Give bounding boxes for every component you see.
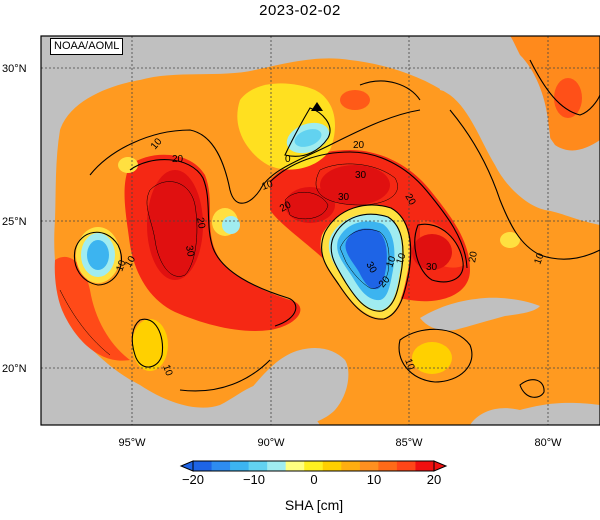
colorbar-tick: −20 xyxy=(182,472,204,487)
colorbar-swatch xyxy=(378,461,398,471)
contour-label: 10 xyxy=(532,251,546,266)
map-frame xyxy=(40,35,600,426)
yucatan-land xyxy=(240,348,349,425)
contour-label: 10 xyxy=(160,363,174,378)
colorbar-tick: 10 xyxy=(367,472,381,487)
contour-label: 30 xyxy=(363,260,378,276)
colorbar-swatch xyxy=(415,461,435,471)
contour-label: 10 xyxy=(123,254,138,270)
colorbar xyxy=(179,460,448,472)
contour-label-group: 10 20 0 10 10 20 30 20 30 20 10 30 10 20… xyxy=(114,136,546,378)
lon-label: 80°W xyxy=(534,437,562,449)
colorbar-tick: −10 xyxy=(243,472,265,487)
contour-label: 10 xyxy=(114,258,128,273)
colorbar-max-arrow xyxy=(433,460,448,472)
contour-lines xyxy=(73,59,600,398)
colorbar-swatch xyxy=(211,461,231,471)
contour-label: 30 xyxy=(355,170,367,181)
station-marker xyxy=(311,102,323,111)
colorbar-title: SHA [cm] xyxy=(285,497,343,513)
colorbar-swatch xyxy=(322,461,342,471)
lon-label: 90°W xyxy=(257,437,285,449)
colorbar-tick: 20 xyxy=(427,472,441,487)
lat-label: 25°N xyxy=(2,216,27,228)
colorbar-tick: 0 xyxy=(310,472,317,487)
colorbar-frame xyxy=(192,460,435,472)
contour-label: 10 xyxy=(394,251,408,266)
credit-label: NOAA/AOML xyxy=(50,38,124,55)
contour-label: 30 xyxy=(426,262,438,273)
colorbar-swatch xyxy=(248,461,268,471)
contour-label: 20 xyxy=(194,217,207,230)
contour-label: 0 xyxy=(285,154,291,165)
contour-label: 30 xyxy=(338,192,350,203)
contour-label: 20 xyxy=(353,140,365,151)
contour-label: 10 xyxy=(384,254,398,269)
colorbar-swatch xyxy=(193,461,213,471)
contour-label: 30 xyxy=(183,245,196,258)
colorbar-swatch xyxy=(396,461,416,471)
map-title: 2023-02-02 xyxy=(259,2,341,19)
graticule xyxy=(41,36,600,425)
colorbar-swatch xyxy=(359,461,379,471)
lon-label: 85°W xyxy=(395,437,423,449)
sea-height-map xyxy=(41,36,600,425)
colorbar-swatch xyxy=(230,461,250,471)
contour-label: 10 xyxy=(260,179,275,193)
lat-label: 30°N xyxy=(2,63,27,75)
contour-label: 20 xyxy=(278,199,294,214)
colorbar-min-arrow xyxy=(179,460,194,472)
colorbar-swatch xyxy=(341,461,361,471)
contour-label: 20 xyxy=(467,250,480,263)
lat-label: 20°N xyxy=(2,363,27,375)
colorbar-swatch xyxy=(267,461,287,471)
contour-label: 20 xyxy=(402,192,417,208)
contour-label: 20 xyxy=(172,154,184,165)
florida-land xyxy=(430,36,553,207)
cuba-land xyxy=(420,297,540,331)
contour-label: 10 xyxy=(402,357,416,372)
colorbar-swatch xyxy=(285,461,305,471)
lon-label: 95°W xyxy=(118,437,146,449)
colorbar-swatch xyxy=(304,461,324,471)
minor-contours xyxy=(59,163,398,356)
